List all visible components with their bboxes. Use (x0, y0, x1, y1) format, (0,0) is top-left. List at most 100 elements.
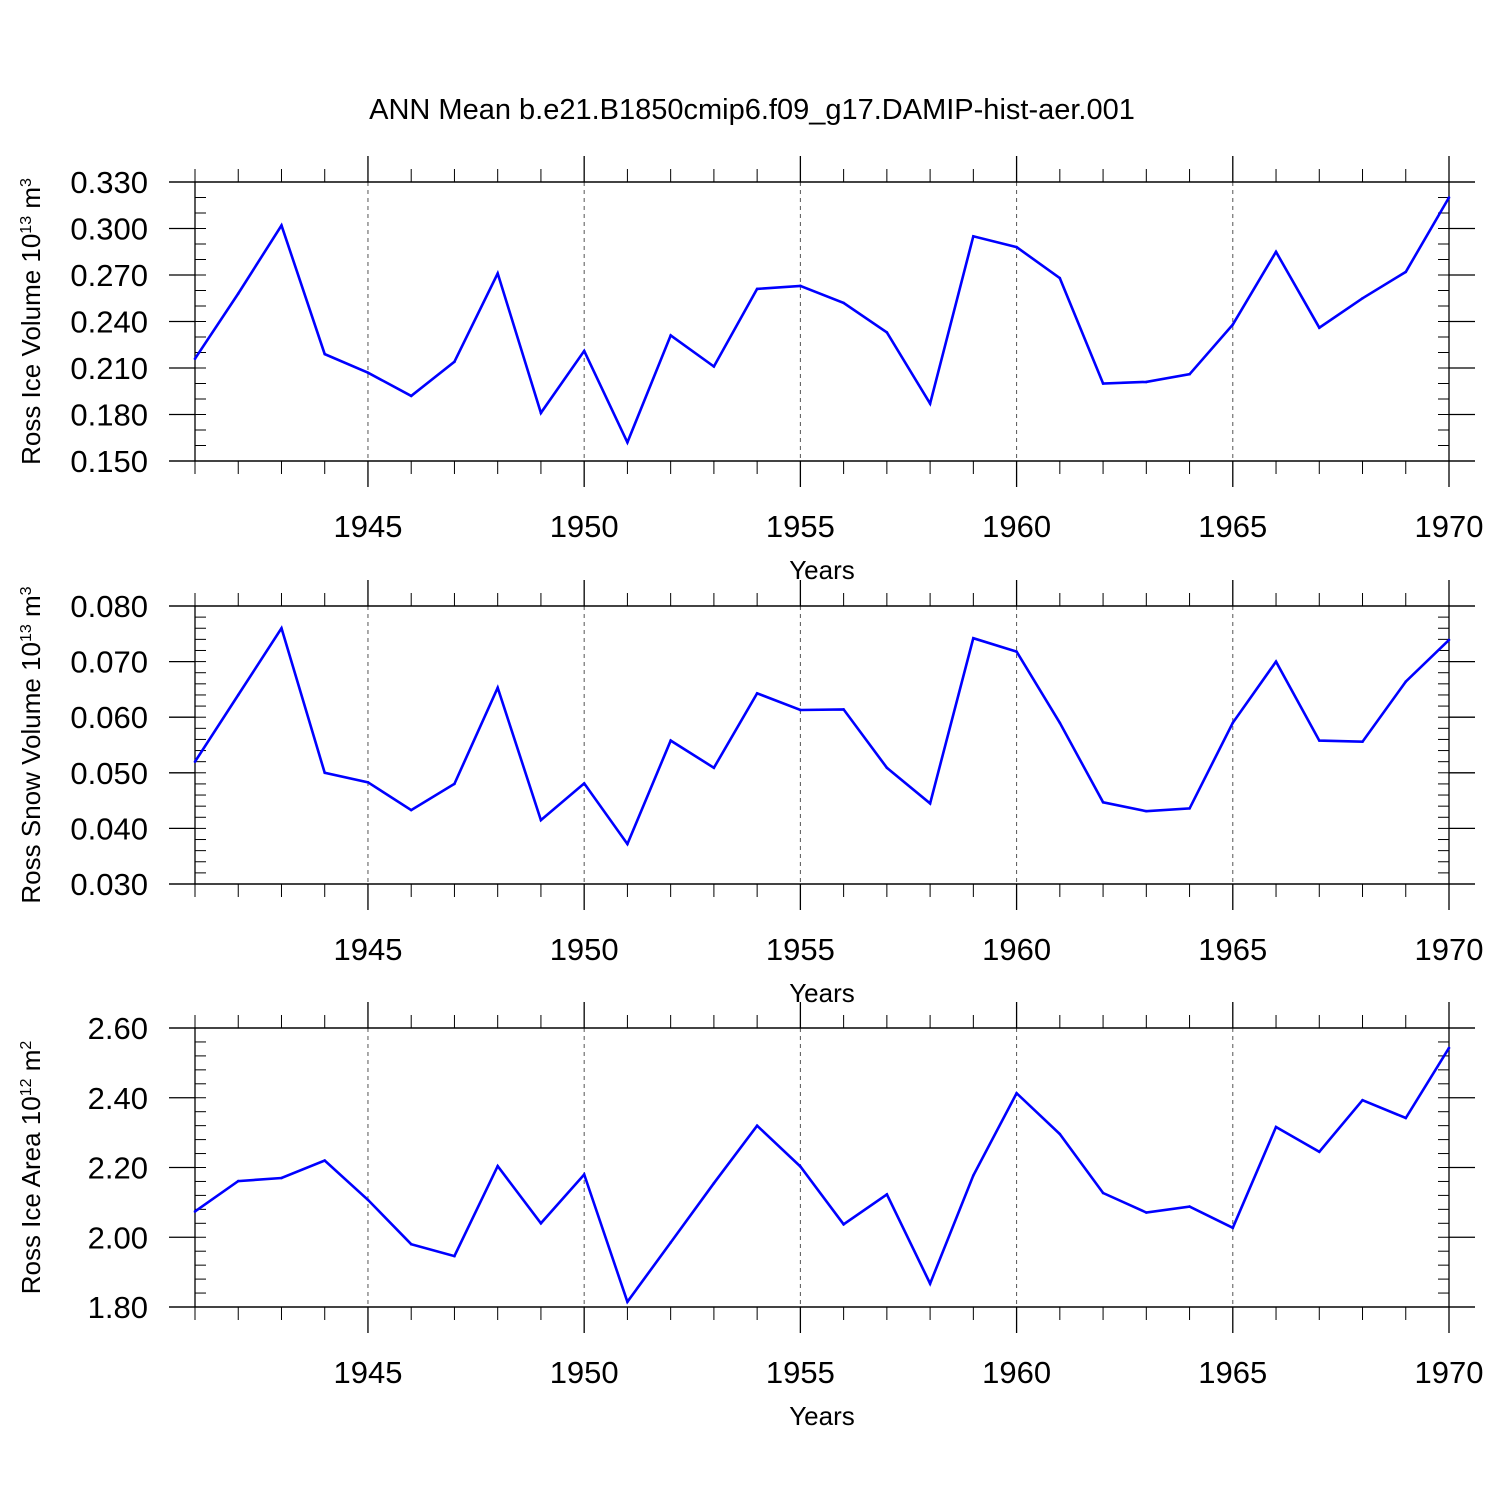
data-point (1231, 721, 1235, 725)
y-tick-label: 0.270 (70, 258, 148, 293)
plot-frame (194, 1027, 1450, 1308)
chart-panel-3: 1.80 2.00 2.20 2.40 2.60 1945 1950 1955 1960 1965… (16, 1002, 1483, 1431)
y-axis-label-text: m (16, 187, 46, 216)
x-tick-label: 1955 (766, 932, 835, 967)
data-point (1188, 372, 1191, 376)
data-point (626, 1300, 629, 1304)
data-point (972, 1174, 975, 1177)
x-tick-label: 1945 (333, 932, 402, 967)
data-point (1404, 270, 1408, 274)
data-point (366, 1198, 370, 1202)
data-point (1015, 245, 1018, 249)
y-axis-label-text: m (16, 1050, 46, 1079)
y-tick-label: 1.80 (88, 1290, 148, 1325)
y-tick-label: 2.00 (88, 1220, 148, 1255)
data-point (539, 818, 543, 822)
y-axis-label-text: m (16, 595, 46, 624)
x-tick-label: 1945 (333, 509, 402, 544)
data-point (1058, 721, 1062, 725)
y-tick-label: 0.050 (70, 756, 148, 791)
x-tick-label: 1950 (550, 509, 619, 544)
data-point (842, 301, 845, 305)
data-point (972, 234, 975, 238)
data-point (928, 402, 932, 405)
y-axis-label-superscript: 12 (18, 1078, 35, 1096)
data-point (1101, 1191, 1105, 1195)
data-point (1231, 1226, 1235, 1230)
data-point (842, 1223, 845, 1226)
data-point (1145, 1211, 1148, 1214)
y-axis-label-text: Ross Ice Area 10 (16, 1096, 46, 1294)
data-point (626, 441, 629, 444)
data-point (1058, 1132, 1062, 1136)
y-axis-label-superscript: 13 (18, 624, 35, 642)
data-point (1058, 276, 1062, 280)
x-tick-label: 1970 (1415, 1355, 1484, 1390)
chart-panel-1: 0.150 0.180 0.210 0.240 0.270 0.300 0.330 1945 1… (16, 156, 1483, 585)
data-point (409, 808, 413, 812)
data-point (453, 1254, 456, 1258)
data-point (712, 1181, 716, 1185)
data-point (1145, 809, 1148, 813)
data-point (1274, 1125, 1278, 1129)
data-point (539, 1222, 543, 1225)
x-tick-label: 1950 (550, 1355, 619, 1390)
data-point (755, 691, 759, 695)
data-point (626, 842, 629, 846)
data-point (409, 1242, 413, 1246)
data-point (885, 1193, 889, 1196)
y-tick-label: 0.150 (70, 444, 148, 479)
x-tick-label: 1950 (550, 932, 619, 967)
x-tick-label: 1945 (333, 1355, 402, 1390)
y-tick-label: 0.080 (70, 589, 148, 624)
data-point (1101, 800, 1105, 804)
data-point (323, 771, 327, 775)
data-point (409, 394, 413, 398)
plot-frame (194, 181, 1450, 462)
data-point (453, 782, 456, 786)
data-point (366, 371, 370, 374)
data-point (496, 686, 499, 690)
y-axis-label-superscript: 13 (18, 216, 35, 234)
x-tick-label: 1965 (1198, 932, 1267, 967)
data-point (236, 693, 240, 697)
data-point (1145, 380, 1148, 384)
data-point (842, 708, 845, 711)
x-tick-label: 1960 (982, 932, 1051, 967)
y-tick-label: 0.180 (70, 398, 148, 433)
data-point (1231, 323, 1235, 326)
data-point (1015, 1091, 1018, 1095)
data-point (928, 1282, 932, 1285)
data-point (1361, 740, 1364, 743)
data-point (1188, 807, 1191, 810)
y-tick-label: 2.20 (88, 1151, 148, 1186)
data-point (885, 331, 889, 334)
data-point (280, 224, 283, 227)
y-tick-label: 0.330 (70, 165, 148, 200)
x-axis-label: Years (789, 978, 855, 1008)
y-axis-label-text: Ross Snow Volume 10 (16, 642, 46, 904)
data-point (712, 365, 716, 368)
y-axis-label-superscript: 2 (18, 1041, 35, 1050)
data-point (193, 760, 197, 763)
data-point (582, 782, 586, 785)
data-point (539, 411, 543, 415)
data-point (1361, 1098, 1364, 1102)
data-point (669, 334, 672, 337)
data-point (712, 766, 716, 770)
data-point (799, 284, 802, 288)
data-point (1447, 1046, 1451, 1050)
x-tick-label: 1960 (982, 1355, 1051, 1390)
plot-frame (194, 605, 1450, 885)
y-tick-label: 0.070 (70, 645, 148, 680)
y-tick-label: 0.240 (70, 305, 148, 340)
data-point (453, 360, 456, 364)
data-point (669, 1241, 672, 1244)
data-point (496, 1164, 499, 1168)
data-point (755, 1124, 759, 1127)
data-point (323, 1159, 327, 1162)
data-point (582, 1173, 586, 1176)
y-axis-label: Ross Ice Area 1012 m2 (16, 1041, 46, 1295)
data-point (1188, 1205, 1191, 1208)
data-point (1404, 680, 1408, 683)
